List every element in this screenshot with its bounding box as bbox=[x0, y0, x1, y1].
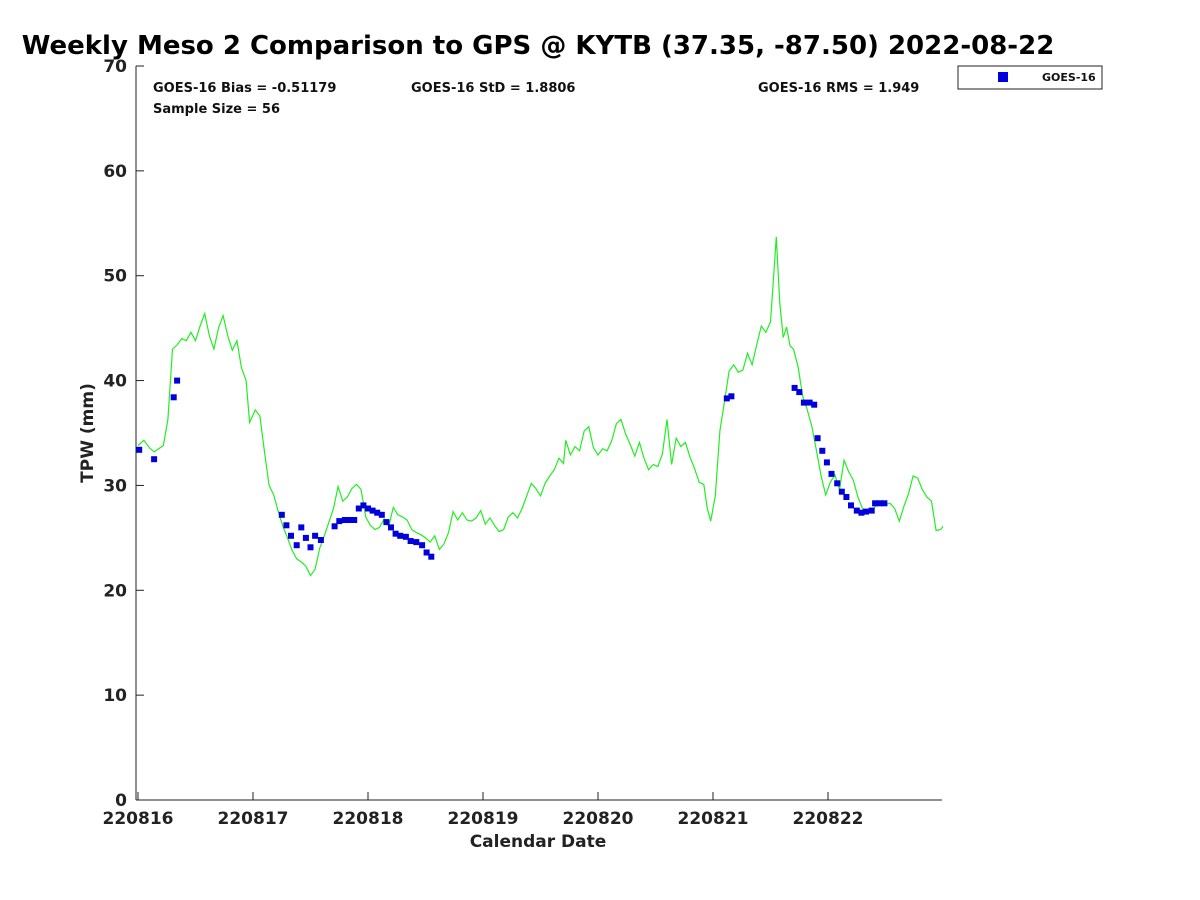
goes16-data-point bbox=[388, 524, 394, 531]
stat-std: GOES-16 StD = 1.8806 bbox=[411, 81, 575, 96]
goes16-data-point bbox=[288, 532, 294, 539]
goes16-data-point bbox=[151, 456, 158, 463]
goes16-data-point bbox=[302, 534, 309, 541]
x-tick-label: 220816 bbox=[103, 809, 174, 829]
stat-sample-size: Sample Size = 56 bbox=[153, 102, 280, 117]
goes16-data-point bbox=[806, 399, 813, 406]
goes16-data-point bbox=[383, 519, 390, 526]
goes16-data-point bbox=[365, 505, 371, 512]
goes16-data-point bbox=[342, 517, 348, 523]
goes16-data-point bbox=[881, 500, 888, 507]
goes16-series bbox=[136, 377, 888, 560]
goes16-data-point bbox=[374, 509, 381, 516]
y-tick-label: 40 bbox=[103, 372, 127, 392]
goes16-data-point bbox=[307, 544, 314, 551]
goes16-data-point bbox=[838, 488, 845, 495]
y-tick-label: 60 bbox=[103, 162, 127, 182]
goes16-data-point bbox=[346, 517, 353, 523]
goes16-data-point bbox=[811, 401, 818, 408]
y-tick-label: 10 bbox=[103, 686, 127, 706]
goes16-data-point bbox=[823, 459, 830, 466]
goes16-data-point bbox=[369, 507, 376, 514]
goes16-data-point bbox=[876, 500, 883, 507]
y-tick-label: 30 bbox=[103, 476, 127, 496]
gps-series bbox=[137, 236, 944, 577]
x-tick-label: 220822 bbox=[793, 809, 864, 829]
goes16-data-point bbox=[392, 530, 399, 537]
goes16-data-point bbox=[402, 533, 409, 540]
y-tick-label: 0 bbox=[115, 791, 127, 811]
goes16-data-point bbox=[298, 524, 305, 531]
x-tick-label: 220817 bbox=[218, 809, 289, 829]
plot-area: 0 10 20 30 40 50 60 70 220816 220817 220818 220819… bbox=[103, 57, 944, 829]
goes16-data-point bbox=[283, 522, 290, 529]
goes16-data-point bbox=[174, 377, 181, 384]
x-tick-label: 220820 bbox=[563, 809, 634, 829]
goes16-data-point bbox=[728, 393, 735, 400]
goes16-data-point bbox=[800, 399, 807, 406]
goes16-data-point bbox=[723, 395, 730, 402]
goes16-data-point bbox=[397, 532, 404, 539]
y-axis-label: TPW (mm) bbox=[78, 383, 98, 483]
goes16-data-point bbox=[360, 502, 367, 509]
x-axis-label: Calendar Date bbox=[470, 832, 607, 852]
legend-goes16-marker bbox=[998, 72, 1008, 82]
goes16-data-point bbox=[872, 500, 879, 507]
goes16-data-point bbox=[355, 505, 362, 512]
goes16-data-point bbox=[331, 523, 338, 530]
goes16-data-point bbox=[407, 538, 414, 544]
y-tick-label: 20 bbox=[103, 581, 127, 601]
goes16-data-point bbox=[863, 508, 869, 515]
stat-rms: GOES-16 RMS = 1.949 bbox=[758, 81, 919, 96]
x-tick-label: 220818 bbox=[333, 809, 404, 829]
legend-goes16-label: GOES-16 bbox=[1042, 71, 1096, 84]
goes16-data-point bbox=[293, 542, 300, 549]
goes16-data-point bbox=[317, 537, 324, 543]
goes16-data-point bbox=[796, 389, 803, 396]
goes16-data-point bbox=[834, 480, 841, 487]
goes16-data-point bbox=[378, 511, 385, 518]
goes16-data-point bbox=[843, 494, 850, 500]
goes16-data-point bbox=[858, 509, 865, 516]
goes16-data-point bbox=[868, 507, 875, 514]
y-tick-label: 70 bbox=[103, 57, 127, 77]
goes16-data-point bbox=[814, 435, 821, 442]
stat-bias: GOES-16 Bias = -0.51179 bbox=[153, 81, 336, 96]
x-tick-label: 220819 bbox=[448, 809, 519, 829]
goes16-data-point bbox=[278, 511, 285, 518]
goes16-data-point bbox=[136, 446, 143, 453]
goes16-data-point bbox=[419, 542, 426, 549]
x-ticks: 220816 220817 220818 220819 220820 220821 2208… bbox=[103, 792, 864, 829]
goes16-data-point bbox=[170, 394, 177, 401]
chart-title: Weekly Meso 2 Comparison to GPS @ KYTB (… bbox=[22, 31, 1055, 61]
legend-box bbox=[957, 65, 1103, 90]
goes16-data-point bbox=[791, 384, 798, 391]
legend: GOES-16 bbox=[957, 65, 1103, 90]
goes16-data-point bbox=[848, 502, 854, 509]
y-ticks: 0 10 20 30 40 50 60 70 bbox=[103, 57, 144, 811]
goes16-data-point bbox=[312, 532, 319, 539]
goes16-data-point bbox=[423, 549, 430, 556]
x-tick-label: 220821 bbox=[678, 809, 749, 829]
goes16-data-point bbox=[428, 553, 435, 560]
gps-series-line bbox=[137, 236, 944, 577]
y-tick-label: 50 bbox=[103, 267, 127, 287]
goes16-data-point bbox=[336, 518, 343, 525]
goes16-data-point bbox=[819, 447, 826, 454]
goes16-data-point bbox=[853, 507, 860, 514]
goes16-data-point bbox=[413, 539, 420, 546]
goes16-data-point bbox=[828, 470, 835, 477]
goes16-data-point bbox=[351, 517, 358, 523]
